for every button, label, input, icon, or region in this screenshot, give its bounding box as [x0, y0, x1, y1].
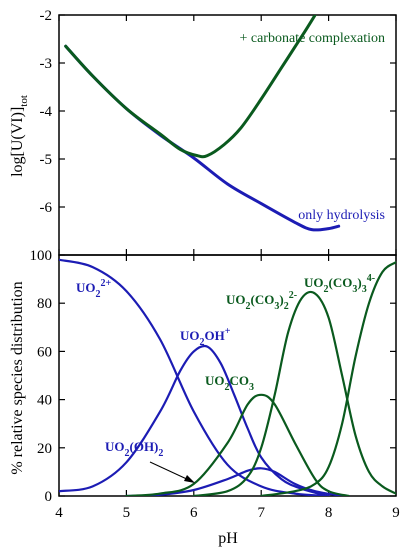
label-part: UO: [76, 280, 96, 295]
top-series-layer: [64, 15, 341, 232]
x-tick-label: 9: [392, 505, 400, 521]
label-part: OH: [205, 328, 225, 343]
label-part: ): [279, 292, 283, 307]
label-part: (CO: [251, 292, 275, 307]
x-tick-label: 5: [123, 505, 131, 521]
bottom-y-tick-label: 0: [45, 489, 53, 505]
x-axis-title: pH: [218, 530, 238, 547]
label-part: +: [225, 326, 231, 337]
label-part: 3: [249, 382, 254, 393]
uo2co3-3-curve: [260, 261, 396, 496]
label-part: 2: [246, 301, 251, 312]
label-part: 3: [274, 301, 279, 312]
annotation-only-hydrolysis: only hydrolysis: [298, 208, 385, 223]
label-part: 4-: [367, 273, 375, 284]
label-part: 2+: [101, 278, 112, 289]
label-part: 2: [125, 448, 130, 459]
label-part: ): [357, 275, 361, 290]
uo2oh2-label: UO2(OH)2: [105, 439, 163, 459]
top-y-axis-title: log[U(VI)]tot: [9, 95, 30, 177]
top-y-tick-label: -4: [40, 104, 53, 120]
label-part: 2-: [289, 290, 297, 301]
label-part: 2: [284, 301, 289, 312]
top-y-tick-label: -5: [40, 152, 53, 168]
top-y-axis-title-sub: tot: [18, 95, 30, 107]
top-y-axis-title-main: log[U(VI)]: [9, 107, 26, 177]
top-y-tick-label: -2: [40, 8, 53, 24]
uo2oh2-pointer-arrowhead: [184, 475, 195, 483]
bottom-series-layer: [59, 258, 396, 496]
bottom-y-tick-label: 80: [37, 296, 52, 312]
label-part: 3: [362, 284, 367, 295]
label-part: 2: [96, 289, 101, 300]
label-part: UO: [304, 275, 324, 290]
label-part: (CO: [329, 275, 353, 290]
bottom-y-tick-label: 40: [37, 393, 52, 409]
carbonate-complexation-curve: [64, 15, 317, 159]
label-part: 3: [352, 284, 357, 295]
label-part: UO: [205, 373, 225, 388]
top-y-tick-label: -3: [40, 56, 53, 72]
top-y-tick-label: -6: [40, 200, 53, 216]
bottom-y-axis-title: % relative species distribution: [9, 281, 26, 474]
x-tick-label: 7: [257, 505, 265, 521]
bottom-y-tick-label: 60: [37, 344, 52, 360]
label-part: UO: [105, 439, 125, 454]
x-tick-label: 4: [55, 505, 63, 521]
uo2co3-2-label: UO2(CO3)22-: [226, 290, 297, 312]
uo2-2plus-label: UO22+: [76, 278, 112, 300]
label-part: 2: [225, 382, 230, 393]
label-part: UO: [180, 328, 200, 343]
species-labels: UO22+UO2OH+UO2(OH)2UO2CO3UO2(CO3)22-UO2(…: [76, 273, 375, 459]
uo2oh-plus-label: UO2OH+: [180, 326, 231, 348]
label-part: 2: [324, 284, 329, 295]
uo2co3-2-curve: [192, 290, 396, 496]
label-part: UO: [226, 292, 246, 307]
annotation-carbonate-complexation: + carbonate complexation: [239, 31, 385, 46]
top-axes: -2 -3 -4 -5 -6: [40, 8, 397, 255]
uo2co3-curve: [125, 393, 350, 496]
x-tick-label: 8: [325, 505, 333, 521]
bottom-panel-frame: [58, 254, 397, 497]
uo2oh2-pointer-line: [149, 461, 192, 482]
label-part: 2: [200, 337, 205, 348]
label-part: (OH): [130, 439, 159, 454]
x-tick-label: 6: [190, 505, 198, 521]
uo2co3-label: UO2CO3: [205, 373, 254, 393]
label-part: 2: [158, 448, 163, 459]
label-part: CO: [230, 373, 250, 388]
uo2oh-plus-curve: [59, 344, 330, 496]
bottom-y-tick-label: 20: [37, 441, 52, 457]
bottom-y-tick-label: 100: [30, 248, 53, 264]
uo2co3-3-label: UO2(CO3)34-: [304, 273, 375, 295]
only-hydrolysis-curve: [64, 44, 341, 232]
